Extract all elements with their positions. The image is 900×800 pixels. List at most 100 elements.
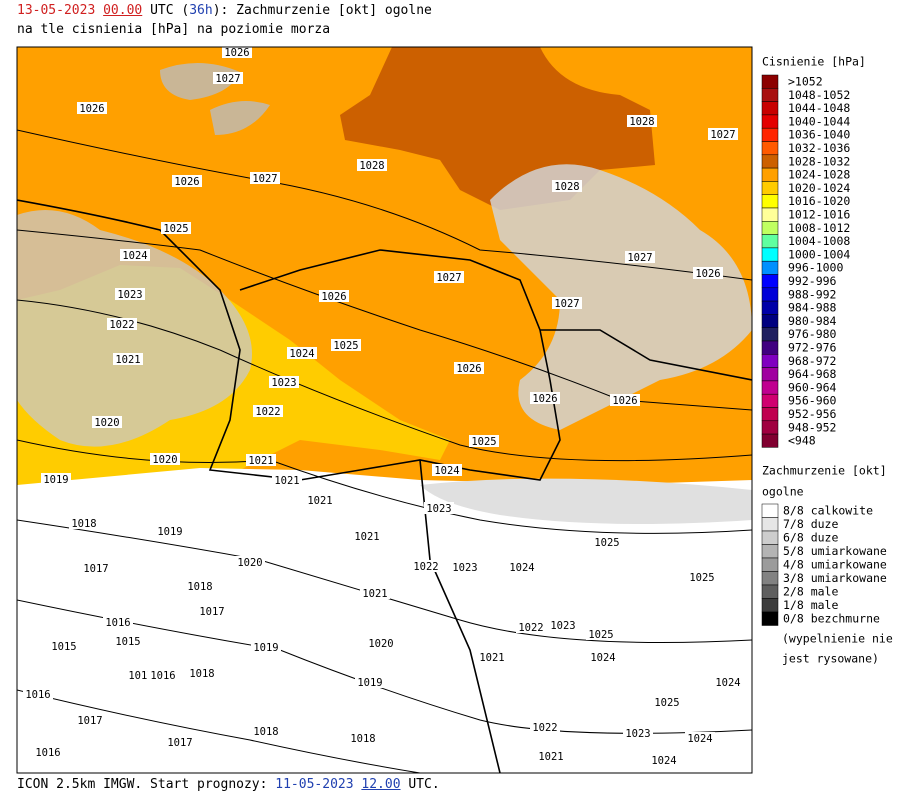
legend-label: 984-988 <box>788 301 837 315</box>
isobar-label-bg <box>366 637 396 649</box>
isobar-label: 1022 <box>518 622 543 634</box>
legend-swatch <box>761 420 779 435</box>
isobar-label: 1016 <box>105 617 130 629</box>
legend-swatch <box>761 260 779 275</box>
legend-note: jest rysowane) <box>782 652 879 666</box>
legend-label: 4/8 umiarkowane <box>783 558 887 572</box>
isobar-label-bg <box>305 494 335 506</box>
isobar-label: 1023 <box>452 562 477 574</box>
isobar-label: 1023 <box>625 728 650 740</box>
isobar-label: 1016 <box>35 747 60 759</box>
isobar-label: 1027 <box>252 173 277 185</box>
isobar-label: 1027 <box>436 272 461 284</box>
isobar-label: 1026 <box>695 268 720 280</box>
isobar-label-bg <box>685 732 715 744</box>
isobar-label: 1016 <box>150 670 175 682</box>
isobar-label-bg <box>235 556 265 568</box>
isobar-label: 1027 <box>710 129 735 141</box>
legend-swatch <box>761 287 779 302</box>
isobar-label: 1025 <box>333 340 358 352</box>
isobar-label-bg <box>586 628 616 640</box>
legend-swatch <box>761 340 779 355</box>
legend-label: 2/8 male <box>783 585 838 599</box>
isobar-label-bg <box>687 571 717 583</box>
legend-pressure-title: Cisnienie [hPa] <box>762 55 866 69</box>
isobar-label-bg <box>222 47 252 58</box>
isobar-label-bg <box>41 473 71 485</box>
legend-swatch <box>761 127 779 142</box>
isobar-label: 1018 <box>253 726 278 738</box>
isobar-label-bg <box>33 746 63 758</box>
isobar-label: 1021 <box>362 588 387 600</box>
legend-label: 1020-1024 <box>788 181 850 195</box>
isobar-label-bg <box>411 560 441 572</box>
isobar-label: 1022 <box>109 319 134 331</box>
legend-label: 964-968 <box>788 367 837 381</box>
isobar-label: 1024 <box>687 733 712 745</box>
legend-label: 976-980 <box>788 327 837 341</box>
isobar-label-bg <box>530 392 560 404</box>
isobar-label: 1022 <box>255 406 280 418</box>
legend-label: 0/8 bezchmurne <box>783 612 880 626</box>
legend-swatch <box>761 611 779 626</box>
legend-swatch <box>761 314 779 328</box>
legend-swatch <box>761 584 779 599</box>
legend-swatch <box>761 571 779 586</box>
legend-swatch <box>761 74 779 89</box>
legend-swatch <box>761 530 779 545</box>
isobar-label: 1026 <box>174 176 199 188</box>
isobar-label: 1025 <box>594 537 619 549</box>
isobar-label-bg <box>649 754 679 766</box>
isobar-label-bg <box>250 172 280 184</box>
isobar-label: 1025 <box>654 697 679 709</box>
legend-swatch <box>761 407 779 422</box>
isobar-label: 1025 <box>163 223 188 235</box>
legend-swatch <box>761 221 779 235</box>
isobar-label-bg <box>507 561 537 573</box>
date: 13-05-2023 <box>17 3 96 18</box>
isobar-label: 1024 <box>122 250 147 262</box>
isobar-label: 1018 <box>350 733 375 745</box>
isobar-label-bg <box>516 621 546 633</box>
isobar-label-bg <box>352 530 382 542</box>
isobar-label-bg <box>454 362 484 374</box>
isobar-label: 1017 <box>83 563 108 575</box>
isobar-label: 1020 <box>94 417 119 429</box>
legend-label: 948-952 <box>788 420 836 434</box>
isobar-label-bg <box>150 453 180 465</box>
legend-label: 3/8 umiarkowane <box>783 571 887 585</box>
isobar-label: 1022 <box>532 722 557 734</box>
isobar-label: 1026 <box>612 395 637 407</box>
isobar-label: 1023 <box>117 289 142 301</box>
isobar-label: 1018 <box>187 581 212 593</box>
isobar-label-bg <box>155 525 185 537</box>
isobar-label: 1028 <box>359 160 384 172</box>
legend-swatch <box>761 154 779 169</box>
legend-label: 1016-1020 <box>788 194 850 208</box>
legend-label: 1000-1004 <box>788 247 850 261</box>
legend-swatch <box>761 194 779 209</box>
hour: 00.00 <box>103 3 143 18</box>
isobar-label-bg <box>552 297 582 309</box>
legend-label: 952-956 <box>788 407 837 421</box>
isobar-label: 1023 <box>271 377 296 389</box>
isobar-label-bg <box>588 651 618 663</box>
isobar-label-bg <box>103 616 133 628</box>
isobar-label: 1026 <box>456 363 481 375</box>
isobar-label: 1017 <box>128 670 153 682</box>
isobar-label-bg <box>187 667 217 679</box>
legend-swatch <box>761 544 779 559</box>
isobar-label-bg <box>592 536 622 548</box>
isobar-label: 1020 <box>368 638 393 650</box>
legend-label: >1052 <box>788 75 823 89</box>
isobar-label-bg <box>107 318 137 330</box>
isobar-label-bg <box>713 676 743 688</box>
isobar-label: 1025 <box>689 572 714 584</box>
legend-swatch <box>761 88 779 102</box>
legend-label: 1048-1052 <box>788 88 850 102</box>
isobar-label-bg <box>253 405 283 417</box>
isobar-label: 1018 <box>189 668 214 680</box>
legend: >10521048-10521044-10481040-10441036-104… <box>761 74 887 626</box>
isobar-label-bg <box>213 72 243 84</box>
